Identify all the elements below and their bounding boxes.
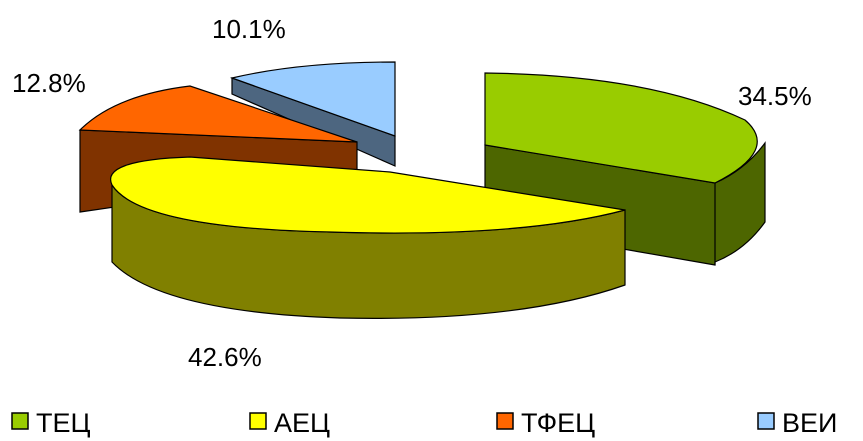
legend-swatch-vei	[757, 412, 775, 430]
legend-swatch-tfec	[496, 412, 514, 430]
legend-swatch-tec	[11, 412, 29, 430]
slice-aec-top	[110, 156, 626, 234]
legend: ТЕЦ АЕЦ ТФЕЦ ВЕИ	[11, 408, 837, 438]
legend-item-tec: ТЕЦ	[11, 408, 91, 438]
legend-item-aec: АЕЦ	[249, 408, 330, 438]
label-vei: 10.1%	[212, 14, 286, 44]
pie-bodies	[78, 61, 766, 319]
legend-label-tec: ТЕЦ	[36, 408, 91, 438]
label-tfec: 12.8%	[12, 68, 86, 98]
legend-item-tfec: ТФЕЦ	[496, 408, 595, 438]
legend-item-vei: ВЕИ	[757, 408, 837, 438]
label-tec: 34.5%	[738, 81, 812, 111]
slice-tfec-top	[78, 85, 358, 143]
slice-aec	[110, 156, 626, 319]
legend-swatch-aec	[249, 412, 267, 430]
slice-tec-top	[484, 72, 758, 184]
slice-vei-top	[229, 61, 396, 137]
legend-label-vei: ВЕИ	[782, 408, 837, 438]
label-aec: 42.6%	[188, 342, 262, 372]
legend-label-aec: АЕЦ	[274, 408, 330, 438]
legend-label-tfec: ТФЕЦ	[521, 408, 595, 438]
